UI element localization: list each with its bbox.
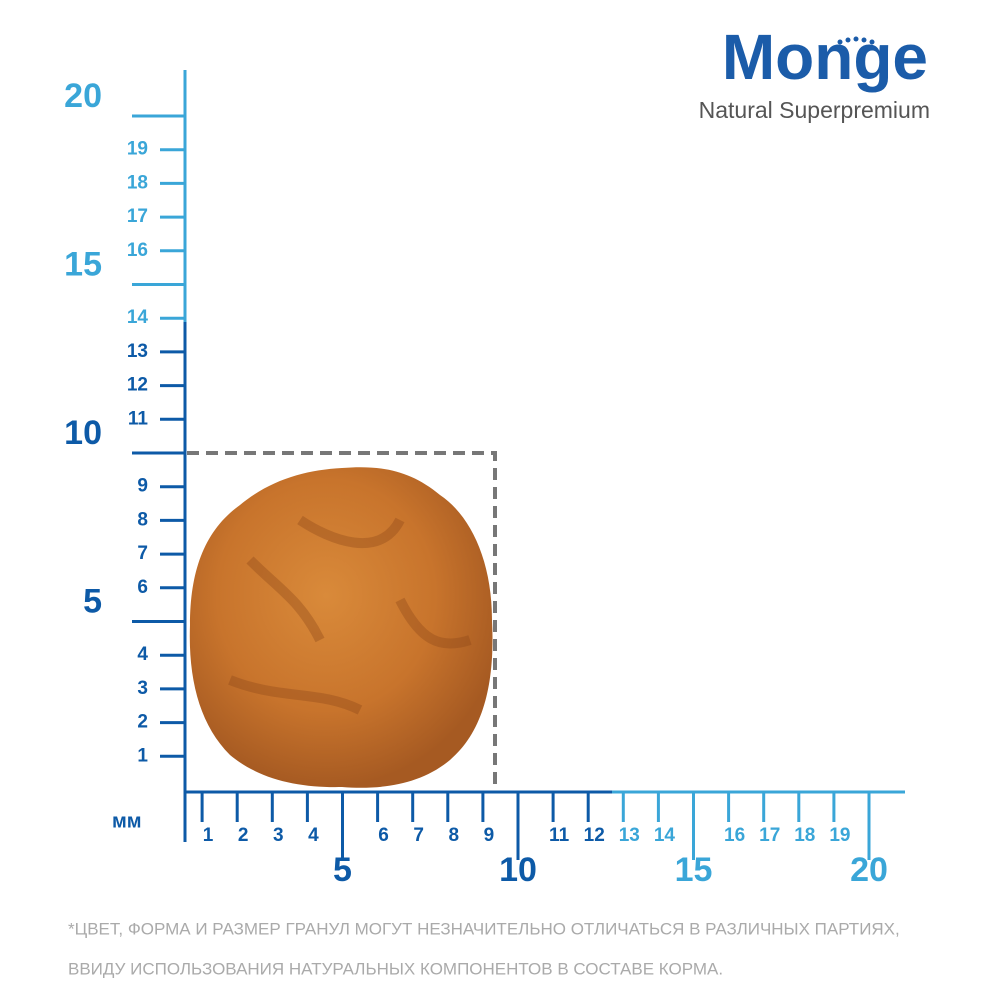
kibble-texture — [228, 515, 472, 715]
x-label: 9 — [484, 825, 495, 846]
kibble — [189, 467, 493, 788]
y-label: 4 — [137, 644, 148, 665]
y-label-major: 15 — [64, 245, 102, 283]
y-label-major: 5 — [83, 582, 102, 620]
y-label: 19 — [127, 139, 148, 160]
x-label-major: 10 — [499, 851, 537, 889]
footnote-line: *ЦВЕТ, ФОРМА И РАЗМЕР ГРАНУЛ МОГУТ НЕЗНА… — [68, 919, 900, 938]
x-label: 14 — [654, 825, 676, 846]
y-label: 12 — [127, 375, 148, 396]
logo-stars — [837, 36, 875, 45]
y-label: 11 — [128, 408, 149, 429]
x-label-major: 5 — [333, 851, 352, 889]
unit-label: мм — [112, 810, 142, 832]
x-label: 19 — [829, 825, 850, 846]
y-label: 8 — [137, 509, 148, 530]
y-label-major: 20 — [64, 77, 102, 115]
x-label: 4 — [308, 825, 319, 846]
x-label: 6 — [378, 825, 389, 846]
size-box — [187, 451, 497, 790]
footnote-line: ВВИДУ ИСПОЛЬЗОВАНИЯ НАТУРАЛЬНЫХ КОМПОНЕН… — [68, 959, 723, 978]
x-label: 8 — [449, 825, 460, 846]
x-label-major: 20 — [850, 851, 888, 889]
x-label: 1 — [203, 825, 214, 846]
y-label: 18 — [127, 172, 148, 193]
y-label: 17 — [127, 206, 148, 227]
y-label: 2 — [137, 712, 148, 733]
x-label: 3 — [273, 825, 284, 846]
y-label: 1 — [137, 745, 148, 766]
y-label-major: 10 — [64, 414, 102, 452]
x-label: 18 — [794, 825, 815, 846]
logo-tagline: Natural Superpremium — [699, 97, 930, 123]
x-label: 7 — [413, 825, 424, 846]
y-label: 6 — [137, 577, 148, 598]
y-label: 14 — [127, 307, 149, 328]
y-label: 16 — [127, 240, 148, 261]
y-label: 13 — [127, 341, 148, 362]
x-label: 11 — [549, 825, 570, 846]
x-label: 13 — [619, 825, 640, 846]
x-label: 2 — [238, 825, 249, 846]
y-label: 7 — [137, 543, 148, 564]
x-label-major: 15 — [675, 851, 713, 889]
x-label: 16 — [724, 825, 745, 846]
y-label: 3 — [137, 678, 148, 699]
logo-brand: Monge — [722, 21, 928, 93]
x-label: 12 — [584, 825, 605, 846]
x-label: 17 — [759, 825, 780, 846]
y-label: 9 — [137, 476, 148, 497]
